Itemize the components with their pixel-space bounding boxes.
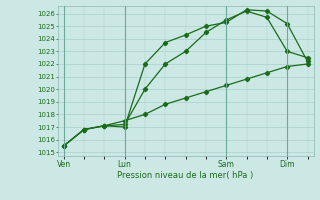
X-axis label: Pression niveau de la mer( hPa ): Pression niveau de la mer( hPa ) bbox=[117, 171, 254, 180]
